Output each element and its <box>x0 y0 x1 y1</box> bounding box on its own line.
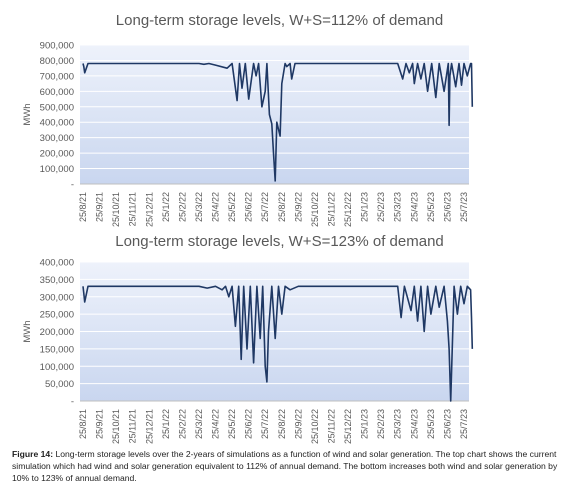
x-tick-label: 25/2/23 <box>376 192 386 222</box>
y-tick-label: 900,000 <box>40 41 74 52</box>
x-tick-label: 25/1/23 <box>360 409 370 439</box>
caption-text: Long-term storage levels over the 2-year… <box>12 449 558 483</box>
y-tick-label: 800,000 <box>40 56 74 67</box>
x-tick-label: 25/2/22 <box>177 409 187 439</box>
x-tick-label: 25/7/23 <box>459 409 469 439</box>
y-tick-label: 700,000 <box>40 71 74 82</box>
y-tick-label: - <box>71 180 74 191</box>
x-tick-label: 25/2/22 <box>177 192 187 222</box>
x-tick-label: 25/5/22 <box>227 409 237 439</box>
caption-label: Figure 14: <box>12 449 54 459</box>
x-tick-label: 25/5/23 <box>426 409 436 439</box>
y-tick-label: 150,000 <box>40 344 74 355</box>
x-tick-label: 25/9/22 <box>293 409 303 439</box>
y-tick-label: 250,000 <box>40 310 74 321</box>
series-line <box>82 285 474 402</box>
figure-caption: Figure 14: Long-term storage levels over… <box>12 448 562 484</box>
x-tick-label: 25/3/23 <box>393 192 403 222</box>
chart-title: Long-term storage levels, W+S=112% of de… <box>116 12 443 29</box>
chart-title: Long-term storage levels, W+S=123% of de… <box>115 233 444 250</box>
y-tick-label: 200,000 <box>40 327 74 338</box>
y-axis-label: MWh <box>22 320 33 342</box>
x-tick-label: 25/11/21 <box>128 192 138 226</box>
x-tick-label: 25/7/22 <box>260 409 270 439</box>
y-tick-label: 500,000 <box>40 102 74 113</box>
x-tick-label: 25/10/22 <box>310 192 320 227</box>
x-tick-label: 25/6/22 <box>244 192 254 222</box>
y-tick-label: 300,000 <box>40 133 74 144</box>
y-tick-label: 100,000 <box>40 164 74 175</box>
x-tick-label: 25/8/22 <box>277 409 287 439</box>
y-tick-label: 400,000 <box>40 118 74 129</box>
x-tick-label: 25/10/21 <box>111 192 121 227</box>
chart-top: Long-term storage levels, W+S=112% of de… <box>22 12 474 227</box>
x-tick-label: 25/8/21 <box>78 192 88 222</box>
x-tick-label: 25/12/21 <box>144 409 154 444</box>
x-tick-label: 25/4/22 <box>211 192 221 222</box>
x-tick-label: 25/9/21 <box>95 409 105 439</box>
x-tick-label: 25/1/22 <box>161 192 171 222</box>
y-tick-label: 600,000 <box>40 87 74 98</box>
y-tick-label: 100,000 <box>40 362 74 373</box>
x-tick-label: 25/4/22 <box>211 409 221 439</box>
y-axis-label: MWh <box>22 103 33 125</box>
x-tick-label: 25/7/23 <box>459 192 469 222</box>
y-tick-label: 400,000 <box>40 258 74 269</box>
x-tick-label: 25/12/22 <box>343 192 353 227</box>
x-tick-label: 25/3/22 <box>194 409 204 439</box>
x-tick-label: 25/8/22 <box>277 192 287 222</box>
y-tick-label: 350,000 <box>40 275 74 286</box>
x-tick-label: 25/9/21 <box>95 192 105 222</box>
x-tick-label: 25/3/23 <box>393 409 403 439</box>
x-tick-label: 25/7/22 <box>260 192 270 222</box>
x-tick-label: 25/11/22 <box>326 409 336 443</box>
x-tick-label: 25/5/23 <box>426 192 436 222</box>
x-tick-label: 25/6/22 <box>244 409 254 439</box>
x-tick-label: 25/4/23 <box>409 409 419 439</box>
x-tick-label: 25/3/22 <box>194 192 204 222</box>
x-tick-label: 25/9/22 <box>293 192 303 222</box>
x-tick-label: 25/6/23 <box>442 409 452 439</box>
y-tick-label: - <box>71 397 74 408</box>
x-tick-label: 25/10/22 <box>310 409 320 444</box>
x-tick-label: 25/12/21 <box>144 192 154 227</box>
chart-bottom: Long-term storage levels, W+S=123% of de… <box>22 233 474 444</box>
x-tick-label: 25/6/23 <box>442 192 452 222</box>
x-tick-label: 25/1/23 <box>360 192 370 222</box>
series-line <box>82 62 474 182</box>
y-tick-label: 50,000 <box>45 379 74 390</box>
x-tick-label: 25/1/22 <box>161 409 171 439</box>
x-tick-label: 25/8/21 <box>78 409 88 439</box>
x-tick-label: 25/2/23 <box>376 409 386 439</box>
y-tick-label: 200,000 <box>40 149 74 160</box>
x-tick-label: 25/11/22 <box>326 192 336 226</box>
x-tick-label: 25/4/23 <box>409 192 419 222</box>
x-tick-label: 25/10/21 <box>111 409 121 444</box>
x-tick-label: 25/12/22 <box>343 409 353 444</box>
x-tick-label: 25/11/21 <box>128 409 138 443</box>
x-tick-label: 25/5/22 <box>227 192 237 222</box>
y-tick-label: 300,000 <box>40 292 74 303</box>
